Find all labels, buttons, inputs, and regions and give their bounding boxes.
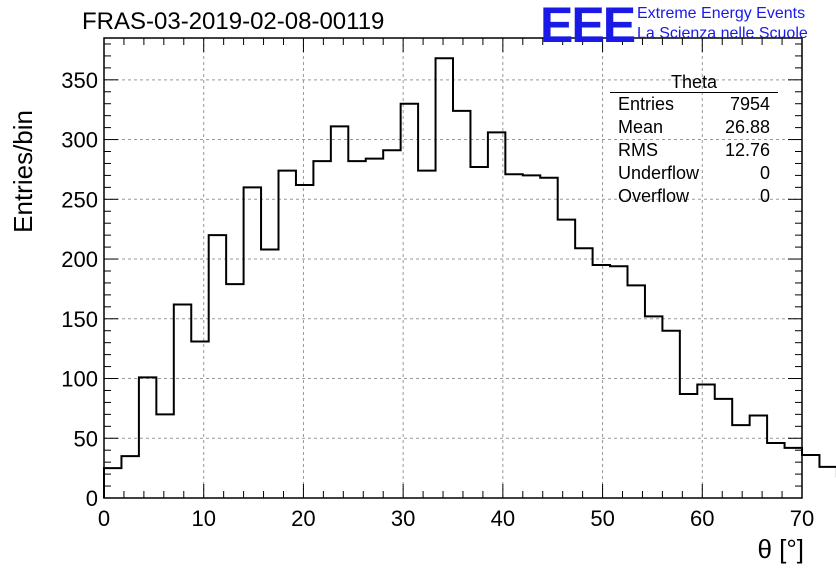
stats-label: Entries [618, 94, 675, 114]
histogram-bin [505, 174, 522, 498]
histogram-bin [558, 220, 575, 498]
histogram-bin [697, 384, 714, 498]
histogram-bin [575, 248, 592, 498]
histogram-bin [680, 394, 697, 498]
histogram-bin [348, 161, 365, 498]
stats-value: 7954 [729, 94, 770, 114]
histogram-series [103, 57, 836, 498]
stats-value: 26.88 [724, 117, 770, 137]
histogram-bin [226, 284, 243, 498]
x-tick-label: 60 [690, 506, 714, 531]
y-tick-label: 0 [86, 486, 98, 511]
logo-caption: Extreme Energy Events La Scienza nelle S… [637, 4, 808, 44]
stats-row-mean: Mean 26.88 [610, 116, 778, 139]
stats-row-underflow: Underflow 0 [610, 162, 778, 185]
histogram-bin [313, 161, 330, 498]
histogram-bin [156, 414, 173, 498]
histogram-bin [628, 285, 645, 498]
histogram-bin [453, 111, 470, 498]
histogram-bin [436, 58, 453, 498]
histogram-bin [802, 455, 819, 498]
histogram-bin [418, 171, 435, 498]
x-tick-label: 10 [191, 506, 215, 531]
y-tick-label: 200 [61, 247, 98, 272]
stats-value: 0 [759, 186, 770, 206]
histogram-bin [139, 377, 156, 498]
y-tick-label: 150 [61, 307, 98, 332]
stats-value: 0 [759, 163, 770, 183]
stats-title: Theta [610, 72, 778, 93]
histogram-bin [331, 126, 348, 498]
histogram-bin [296, 185, 313, 498]
stats-label: Underflow [618, 163, 700, 183]
plot-frame [103, 37, 803, 499]
histogram-bin [121, 456, 138, 498]
histogram-bin [750, 416, 767, 498]
histogram-bin [715, 399, 732, 498]
histogram-bin [767, 443, 784, 498]
x-tick-label: 40 [491, 506, 515, 531]
x-tick-label: 70 [790, 506, 814, 531]
x-axis-label: θ [°] [757, 534, 804, 564]
histogram-bin [470, 167, 487, 498]
histogram-bin [662, 331, 679, 498]
histogram-bin [593, 265, 610, 498]
stats-value: 12.76 [724, 140, 770, 160]
histogram-bin [645, 316, 662, 498]
histogram-bin [540, 178, 557, 498]
y-tick-label: 300 [61, 128, 98, 153]
stats-row-overflow: Overflow 0 [610, 185, 778, 208]
histogram-bin [366, 159, 383, 498]
stats-row-rms: RMS 12.76 [610, 139, 778, 162]
histogram-bin [785, 448, 802, 498]
histogram-bin [819, 467, 836, 498]
logo-caption-line2: La Scienza nelle Scuole [637, 25, 808, 42]
stats-label: Mean [618, 117, 664, 137]
stats-label: RMS [618, 140, 658, 160]
histogram-bin [488, 132, 505, 498]
histogram-bin [104, 468, 121, 498]
chart-title: FRAS-03-2019-02-08-00119 [82, 8, 385, 35]
eee-logo: EEE [540, 0, 636, 53]
logo-caption-line1: Extreme Energy Events [637, 5, 806, 22]
histogram-bin [610, 266, 627, 498]
histogram-bin [209, 235, 226, 498]
stats-row-entries: Entries 7954 [610, 93, 778, 116]
histogram-bin [279, 171, 296, 498]
y-tick-label: 50 [74, 426, 98, 451]
histogram-bin [732, 425, 749, 498]
histogram-bin [174, 304, 191, 498]
x-tick-label: 50 [590, 506, 614, 531]
histogram-bin [261, 249, 278, 498]
histogram-bin [523, 175, 540, 498]
y-tick-label: 100 [61, 367, 98, 392]
y-tick-label: 250 [61, 187, 98, 212]
histogram-bin [191, 341, 208, 498]
x-tick-label: 0 [98, 506, 110, 531]
histogram-bin [401, 104, 418, 498]
stats-box: Theta Entries 7954 Mean 26.88 RMS 12.76 Und… [610, 72, 778, 208]
x-tick-label: 20 [291, 506, 315, 531]
y-tick-label: 350 [61, 68, 98, 93]
histogram-bin [383, 150, 400, 498]
x-tick-label: 30 [391, 506, 415, 531]
histogram-bin [244, 187, 261, 498]
stats-label: Overflow [618, 186, 690, 206]
y-axis-label: Entries/bin [8, 110, 38, 233]
